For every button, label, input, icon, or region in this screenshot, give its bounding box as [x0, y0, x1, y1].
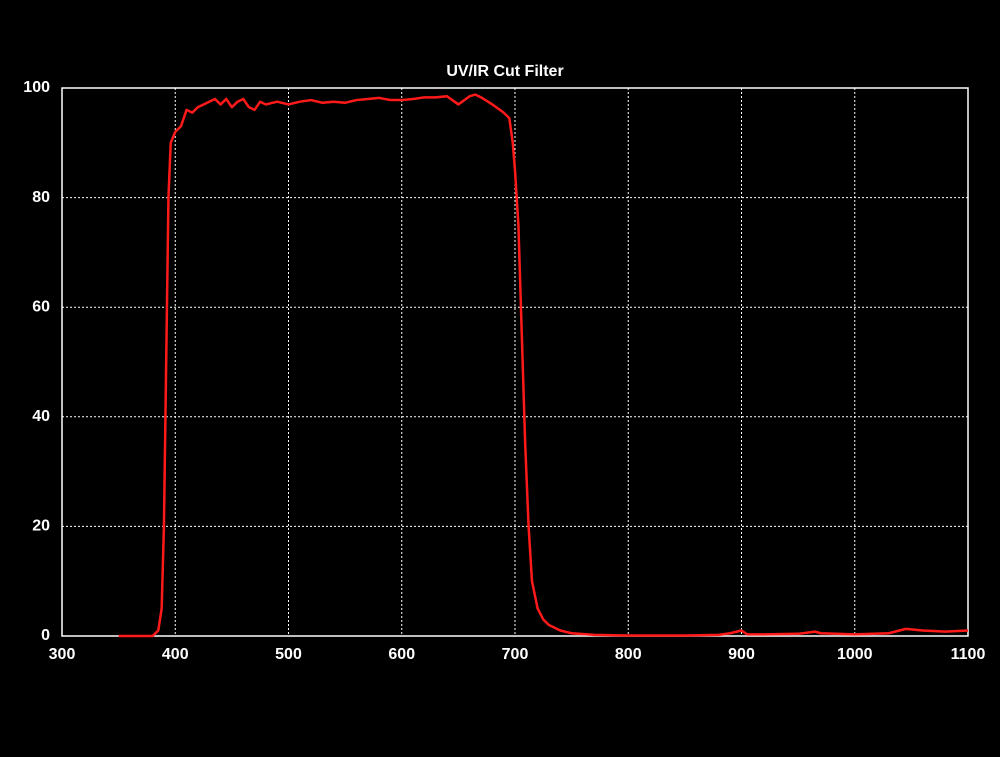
x-tick-label: 500 [275, 646, 302, 663]
plot-frame [61, 87, 969, 637]
series-line [118, 93, 969, 638]
chart-title: UV/IR Cut Filter [446, 63, 563, 80]
x-tick-label: 800 [615, 646, 642, 663]
y-tick-label: 80 [32, 189, 50, 206]
x-tick-label: 300 [49, 646, 76, 663]
x-tick-label: 700 [502, 646, 529, 663]
y-tick-label: 100 [23, 79, 50, 96]
x-tick-label: 400 [162, 646, 189, 663]
y-tick-label: 60 [32, 298, 50, 315]
y-tick-label: 40 [32, 408, 50, 425]
y-tick-label: 0 [41, 627, 50, 644]
x-tick-label: 900 [728, 646, 755, 663]
x-tick-label: 1000 [837, 646, 873, 663]
x-tick-label: 600 [388, 646, 415, 663]
x-tick-label: 1100 [951, 646, 986, 663]
y-tick-label: 20 [32, 518, 50, 535]
